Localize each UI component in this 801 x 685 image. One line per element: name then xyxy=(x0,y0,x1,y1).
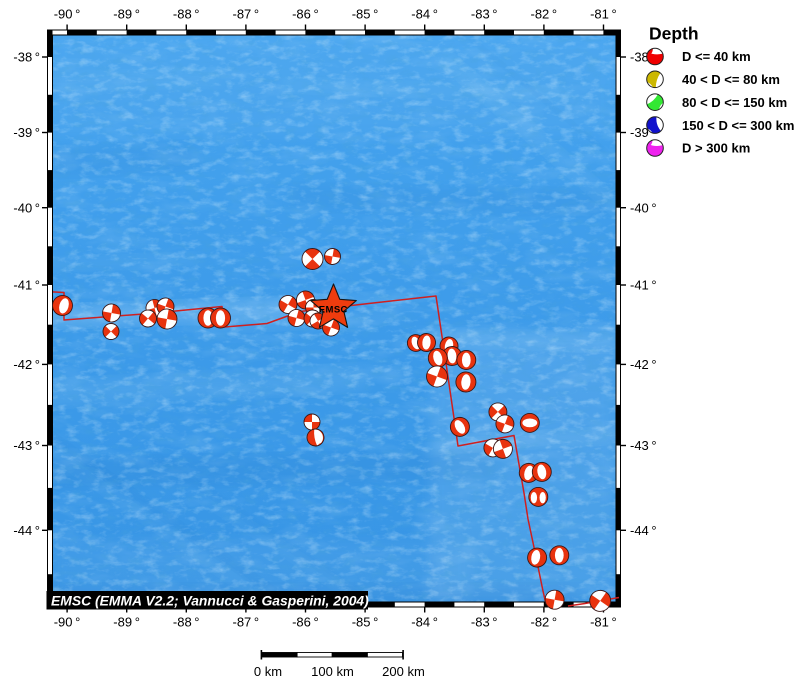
svg-text:-89 °: -89 ° xyxy=(113,7,140,22)
svg-text:-83 °: -83 ° xyxy=(471,7,498,22)
svg-text:-40 °: -40 ° xyxy=(630,200,657,215)
svg-text:EMSC: EMSC xyxy=(319,305,348,316)
svg-text:-86 °: -86 ° xyxy=(292,615,319,630)
svg-text:D > 300 km: D > 300 km xyxy=(682,141,750,156)
svg-text:40 < D <= 80 km: 40 < D <= 80 km xyxy=(682,72,780,87)
svg-text:-83 °: -83 ° xyxy=(471,615,498,630)
svg-text:-86 °: -86 ° xyxy=(292,7,319,22)
svg-text:-89 °: -89 ° xyxy=(113,615,140,630)
svg-text:-81 °: -81 ° xyxy=(590,615,617,630)
svg-text:Depth: Depth xyxy=(649,24,699,44)
svg-text:-39 °: -39 ° xyxy=(13,125,40,140)
svg-text:-41 °: -41 ° xyxy=(13,278,40,293)
svg-text:-88 °: -88 ° xyxy=(173,615,200,630)
svg-text:-87 °: -87 ° xyxy=(233,7,260,22)
svg-text:-85 °: -85 ° xyxy=(352,7,379,22)
svg-text:80 < D <= 150 km: 80 < D <= 150 km xyxy=(682,95,787,110)
svg-text:-90 °: -90 ° xyxy=(54,615,81,630)
svg-text:-42 °: -42 ° xyxy=(13,357,40,372)
svg-text:-90 °: -90 ° xyxy=(54,7,81,22)
svg-text:D <= 40 km: D <= 40 km xyxy=(682,49,751,64)
svg-text:-43 °: -43 ° xyxy=(13,438,40,453)
svg-text:EMSC (EMMA V2.2; Vannucci & Ga: EMSC (EMMA V2.2; Vannucci & Gasperini, 2… xyxy=(51,593,369,609)
svg-text:-88 °: -88 ° xyxy=(173,7,200,22)
svg-text:-85 °: -85 ° xyxy=(352,615,379,630)
svg-text:150 < D <= 300 km: 150 < D <= 300 km xyxy=(682,118,794,133)
svg-text:100 km: 100 km xyxy=(311,664,354,679)
svg-text:-38 °: -38 ° xyxy=(13,50,40,65)
svg-text:-82 °: -82 ° xyxy=(531,7,558,22)
svg-text:-84 °: -84 ° xyxy=(411,615,438,630)
svg-text:-87 °: -87 ° xyxy=(233,615,260,630)
svg-text:-82 °: -82 ° xyxy=(531,615,558,630)
svg-text:200 km: 200 km xyxy=(382,664,425,679)
svg-text:-84 °: -84 ° xyxy=(411,7,438,22)
svg-text:-44 °: -44 ° xyxy=(13,523,40,538)
svg-text:-40 °: -40 ° xyxy=(13,200,40,215)
svg-text:-81 °: -81 ° xyxy=(590,7,617,22)
svg-text:-42 °: -42 ° xyxy=(630,357,657,372)
svg-text:-41 °: -41 ° xyxy=(630,278,657,293)
svg-text:-43 °: -43 ° xyxy=(630,438,657,453)
svg-text:0 km: 0 km xyxy=(254,664,282,679)
svg-text:-44 °: -44 ° xyxy=(630,523,657,538)
